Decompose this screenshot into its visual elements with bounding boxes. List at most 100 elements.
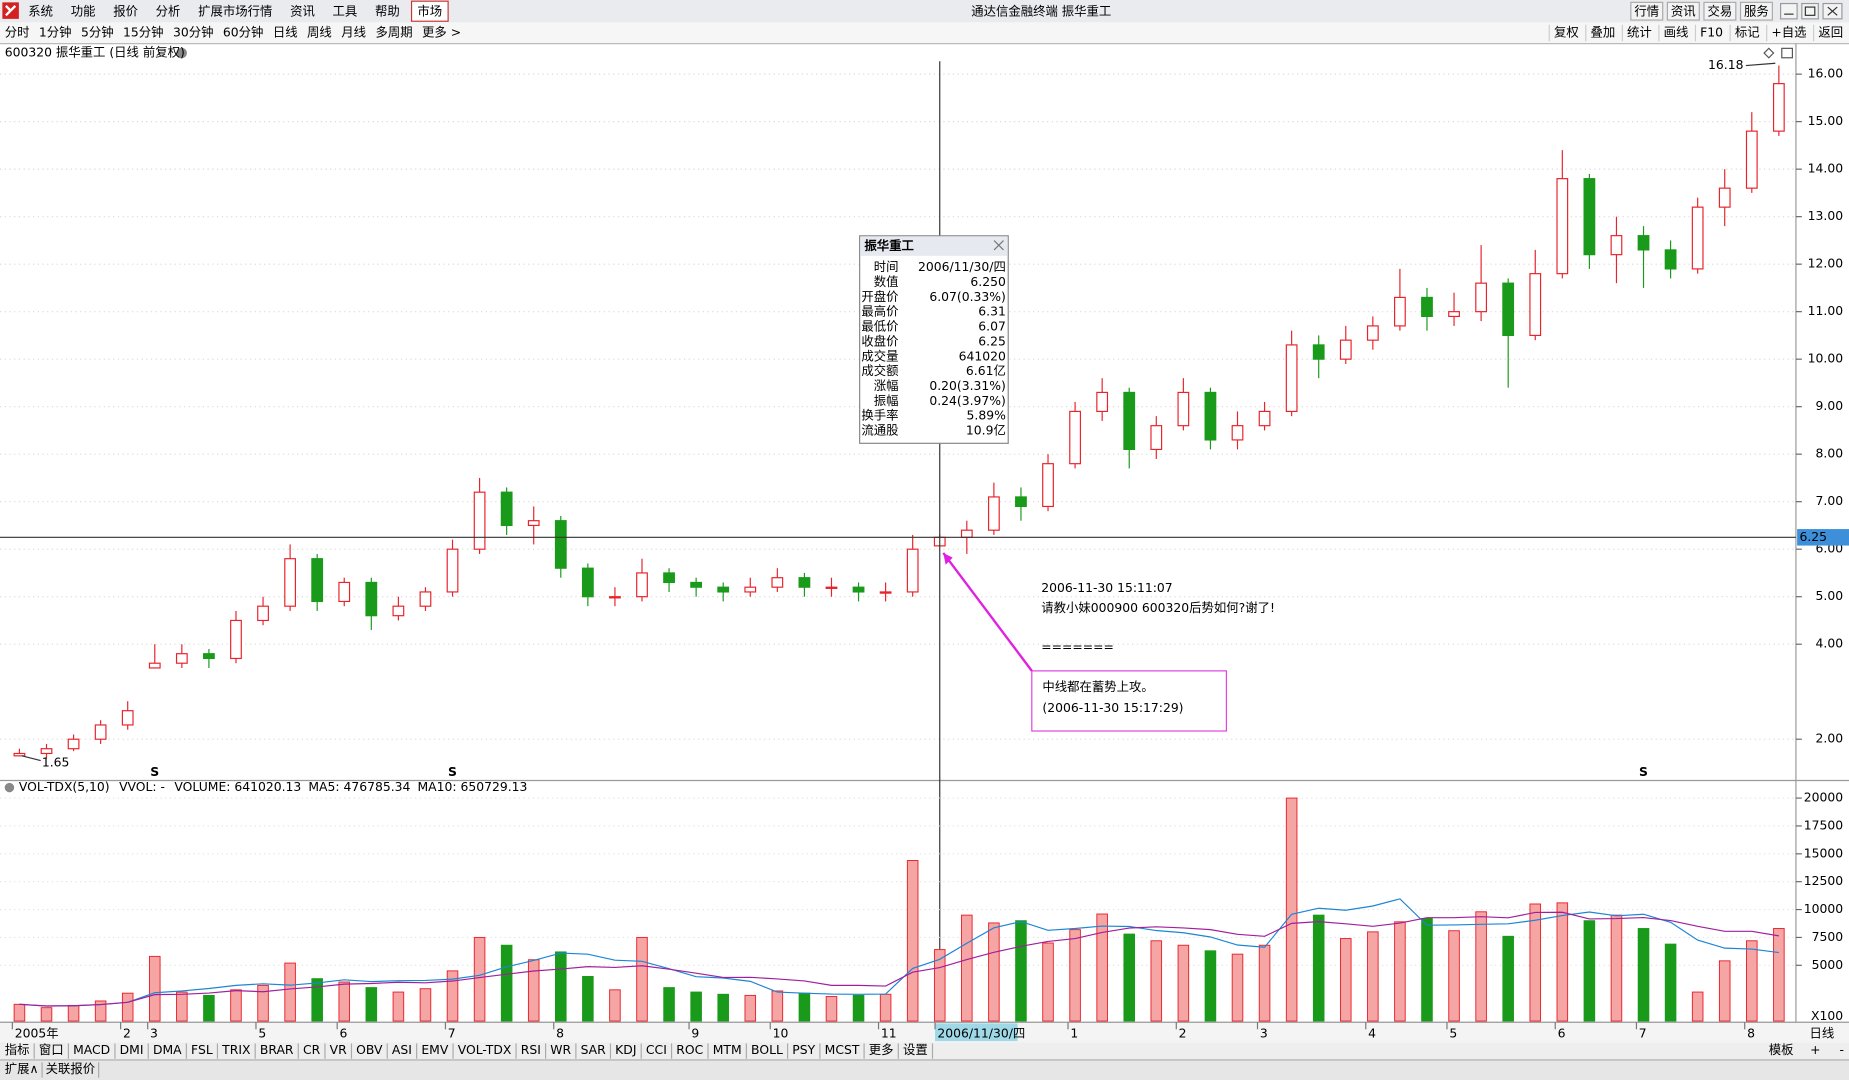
indicator-tab[interactable]: PSY [792,1043,815,1057]
candle-body [1394,296,1406,327]
template-control[interactable]: + [1810,1043,1820,1057]
period-button[interactable]: 日线 [273,26,298,40]
indicator-tab[interactable]: SAR [581,1043,607,1057]
indicator-tab[interactable]: OBV [356,1043,383,1057]
top-button[interactable] [1630,1,1664,21]
indicator-tab[interactable]: VR [330,1043,347,1057]
maximize-icon [1804,6,1816,16]
menu-item[interactable]: 工具 [333,4,358,18]
volume-bar [555,951,567,1022]
template-control[interactable]: 模板 [1769,1043,1794,1057]
status-tab[interactable]: 关联报价 [46,1061,96,1076]
indicator-tab[interactable]: BOLL [751,1043,783,1057]
period-button[interactable]: 15分钟 [123,25,164,40]
volume-bar [879,993,892,1022]
indicator-icon[interactable] [4,782,15,793]
period-button[interactable]: 60分钟 [223,25,264,40]
indicator-tab[interactable]: CCI [646,1043,667,1057]
indicator-tab[interactable]: DMA [153,1043,182,1057]
indicator-tab[interactable]: EMV [421,1043,448,1057]
top-button-label[interactable]: 资讯 [1671,4,1696,18]
indicator-tab[interactable]: ASI [392,1043,412,1057]
y-tick-label: 12500 [1804,874,1843,888]
menu-item[interactable]: 帮助 [375,4,400,18]
tooltip-label: 换手率 [861,408,898,423]
window-controls[interactable] [1780,2,1843,20]
minimize-button[interactable] [1780,2,1798,20]
menu-item[interactable]: 报价 [113,3,138,18]
indicator-tab[interactable]: MCST [825,1043,860,1057]
tool-button[interactable]: 标记 [1735,26,1760,40]
top-button[interactable] [1739,1,1773,21]
period-button[interactable]: 5分钟 [81,25,114,40]
volume-bar [1069,929,1081,1022]
top-button[interactable] [1703,1,1737,21]
period-button[interactable]: 月线 [341,26,366,40]
indicator-tab[interactable]: VOL-TDX [458,1043,512,1057]
tooltip-close[interactable] [993,240,1004,251]
indicator-tab[interactable]: MACD [73,1043,110,1057]
candle-body [1015,496,1027,508]
top-button-label[interactable]: 服务 [1744,3,1769,18]
maximize-button[interactable] [1801,2,1819,20]
tool-button[interactable]: 返回 [1818,26,1843,40]
menu-item[interactable]: 资讯 [290,4,315,18]
x-tick-label: 7 [1639,1027,1647,1041]
indicator-tab[interactable]: KDJ [615,1043,636,1057]
tool-button[interactable]: 画线 [1664,26,1689,40]
indicator-tab[interactable]: TRIX [221,1043,251,1057]
tool-button[interactable]: +自选 [1771,26,1806,40]
menu-item[interactable]: 扩展市场行情 [198,3,272,18]
tool-button[interactable]: 统计 [1627,26,1652,40]
period-button[interactable]: 1分钟 [39,25,72,40]
indicator-tab[interactable]: WR [550,1043,571,1057]
menu-item[interactable]: 分析 [156,4,181,18]
indicator-tab[interactable]: MTM [713,1043,742,1057]
tooltip-label: 最高价 [861,304,898,319]
top-button[interactable] [1666,1,1700,21]
panel-icon[interactable] [1781,47,1793,59]
period-button[interactable]: 分时 [5,26,30,40]
candle-body [1529,273,1542,337]
volume-bar [906,860,919,1022]
period-button[interactable]: 多周期 [375,26,412,40]
x-tick-label: 4 [1368,1027,1376,1041]
template-control[interactable]: - [1840,1043,1844,1057]
indicator-tab[interactable]: RSI [521,1043,541,1057]
tooltip-label: 数值 [874,274,899,289]
menu-item[interactable]: 系统 [28,4,53,18]
market-tab[interactable] [410,0,449,22]
indicator-tab[interactable]: ROC [676,1043,703,1057]
volume-bar [933,949,946,1022]
tool-button[interactable]: F10 [1700,26,1723,40]
candle-body [960,529,973,538]
volume-bar [473,936,486,1022]
indicator-tab[interactable]: DMI [120,1043,144,1057]
diamond-icon[interactable] [1763,47,1775,59]
candle-body [1177,391,1190,427]
indicator-tab[interactable]: 设置 [903,1042,928,1057]
tool-button[interactable]: 复权 [1554,25,1579,40]
market-tab-label[interactable]: 市场 [417,3,442,18]
menu-item[interactable]: 功能 [71,4,96,18]
period-button[interactable]: 30分钟 [173,25,214,40]
indicator-tab[interactable]: 更多 [869,1043,894,1057]
indicator-tab[interactable]: 指标 [5,1042,30,1057]
volume-bar [392,991,405,1022]
indicator-tab[interactable]: FSL [191,1043,213,1057]
tool-button[interactable]: 叠加 [1591,26,1616,40]
candle-body [1042,463,1054,508]
indicator-tab[interactable]: 窗口 [39,1043,64,1057]
settings-icon[interactable] [176,47,187,59]
top-button-label[interactable]: 行情 [1634,4,1659,18]
tooltip-label: 成交量 [861,348,898,363]
y-tick-label: 15000 [1804,846,1843,860]
period-button[interactable]: 更多 > [422,26,461,40]
annotation-post: 2006-11-30 15:11:07 [1041,581,1172,595]
status-tab[interactable]: 扩展∧ [5,1062,39,1076]
indicator-tab[interactable]: BRAR [260,1043,294,1057]
period-button[interactable]: 周线 [307,26,332,40]
indicator-tab[interactable]: CR [303,1043,321,1057]
top-button-label[interactable]: 交易 [1708,3,1733,18]
candle-body [1448,311,1460,318]
